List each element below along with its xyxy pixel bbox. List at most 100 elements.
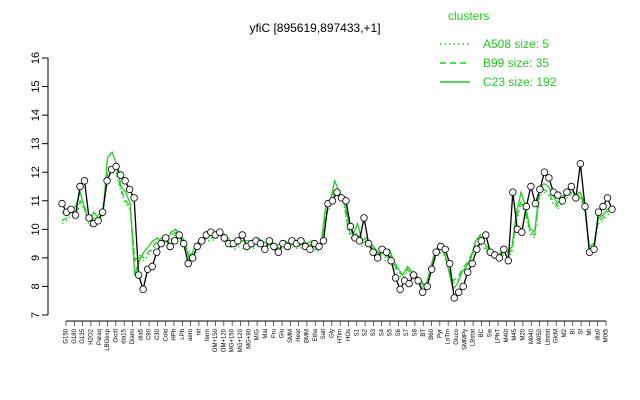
x-tick-label: S3 — [371, 328, 377, 336]
x-tick-label: SMM — [288, 329, 294, 343]
data-point — [333, 188, 341, 196]
x-tick-label: HPh — [172, 329, 178, 341]
x-tick-label: S2 — [363, 328, 369, 336]
x-tick-label: Sf — [579, 329, 585, 335]
data-point — [103, 177, 111, 185]
data-point — [576, 159, 585, 168]
data-point — [432, 248, 440, 256]
x-tick-label: aero — [188, 328, 194, 341]
data-point — [540, 168, 549, 176]
y-tick-label: 16 — [30, 52, 42, 64]
data-point — [518, 228, 526, 236]
data-point — [67, 205, 75, 213]
x-tick-label: Mal — [263, 329, 269, 339]
data-point — [396, 285, 404, 293]
x-tick-label: BI — [570, 329, 576, 335]
x-tick-label: Glu — [280, 329, 286, 338]
data-point — [391, 274, 400, 282]
data-point — [459, 282, 467, 291]
x-tick-label: C30 — [155, 328, 161, 340]
data-point — [455, 288, 463, 296]
x-tick-label: GlcM — [554, 329, 560, 343]
data-point — [500, 245, 508, 253]
data-point — [220, 234, 228, 242]
data-point — [495, 254, 503, 262]
x-tick-label: S6 — [396, 328, 402, 336]
data-point — [567, 182, 576, 191]
data-point — [58, 199, 66, 208]
data-point — [531, 199, 540, 208]
data-point — [594, 208, 603, 216]
y-axis: 7 8 9 10 11 12 13 14 15 16 — [30, 52, 49, 318]
x-tick-label: M2 — [562, 328, 568, 337]
data-point — [125, 185, 134, 194]
data-point — [428, 265, 436, 273]
data-point — [98, 208, 107, 216]
data-point — [130, 194, 138, 202]
data-point — [382, 248, 391, 256]
data-point — [85, 214, 93, 222]
data-point — [265, 237, 274, 245]
data-point — [148, 262, 156, 271]
chart-title: yfiC [895619,897433,+1] — [249, 21, 380, 35]
data-point — [558, 197, 567, 205]
data-point — [450, 294, 458, 302]
series-line-dotted — [61, 171, 613, 291]
x-tick-label: M20 — [521, 328, 527, 340]
y-tick-label: 11 — [30, 195, 42, 206]
data-point — [369, 248, 377, 256]
data-point — [170, 237, 179, 245]
x-tick-label: OM+120 — [221, 328, 227, 352]
x-tick-label: Etha — [313, 328, 319, 341]
x-tick-label: S1 — [354, 328, 360, 336]
data-point — [112, 162, 120, 171]
data-point — [355, 237, 364, 245]
data-point — [473, 245, 481, 253]
data-point — [468, 259, 476, 268]
data-point — [274, 248, 283, 256]
data-point — [238, 231, 246, 239]
x-tick-label: Fru — [271, 329, 277, 338]
x-tick-label: G135 — [80, 328, 86, 343]
x-tick-label: Gluco — [454, 328, 460, 344]
data-point — [446, 259, 454, 268]
data-point — [581, 202, 589, 211]
x-tick-label: LBGexp — [105, 328, 111, 350]
x-tick-label: Salt — [321, 329, 327, 340]
x-tick-label: M0t5 — [604, 328, 610, 342]
marker-layer — [58, 159, 616, 302]
data-point — [256, 239, 265, 248]
data-point — [71, 211, 80, 219]
x-tick-label: dia0 — [595, 328, 601, 340]
data-point — [603, 194, 612, 202]
data-point — [270, 242, 278, 251]
data-point — [166, 242, 174, 251]
legend: clusters A508 size: 5 B99 size: 35 C23 s… — [440, 9, 557, 89]
x-tick-label: nit — [197, 329, 203, 336]
data-point — [116, 171, 125, 179]
x-tick-label: Diami — [130, 329, 136, 344]
data-point — [464, 268, 472, 276]
x-tick-label: Pyr — [437, 329, 443, 338]
data-point — [179, 239, 188, 248]
x-tick-label: LPhT — [496, 329, 502, 344]
data-point — [599, 202, 607, 211]
x-tick-label: ferm — [205, 329, 211, 341]
legend-title: clusters — [448, 9, 489, 23]
data-point — [423, 282, 431, 291]
data-point — [527, 182, 535, 191]
data-point — [94, 217, 102, 225]
data-point — [184, 259, 192, 268]
x-tick-label: S7 — [404, 328, 410, 336]
data-point — [414, 277, 422, 285]
series-line-solid — [61, 150, 613, 291]
x-tick-label: S8 — [413, 328, 419, 336]
x-tick-label: H2O2 — [89, 328, 95, 344]
data-point — [572, 194, 580, 202]
x-axis: G150 G180 G135 H2O2 Paraq LBGexp Oxctl dia15 Dia… — [64, 320, 610, 352]
data-point — [152, 248, 161, 256]
data-point — [373, 254, 382, 262]
y-tick-label: 8 — [30, 283, 42, 289]
